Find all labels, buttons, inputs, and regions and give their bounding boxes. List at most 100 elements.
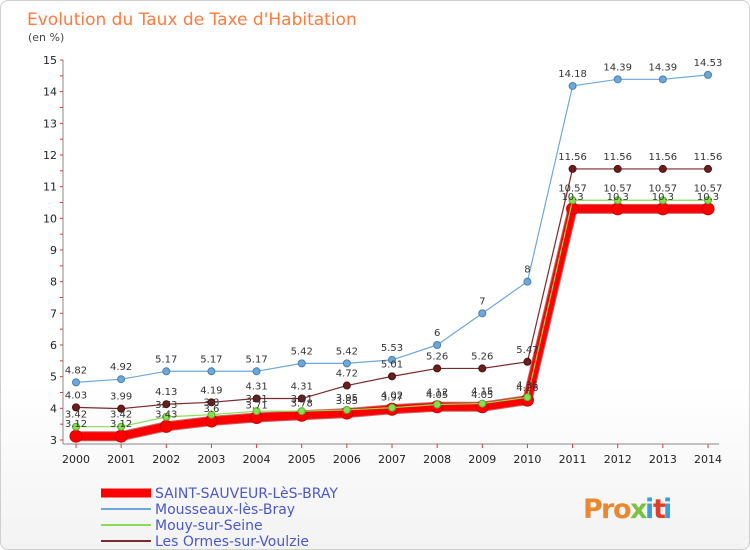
- data-point: [523, 357, 532, 366]
- data-label: 4.13: [155, 387, 177, 398]
- data-label: 3.42: [65, 410, 87, 421]
- data-point: [297, 394, 306, 403]
- data-label: 7: [479, 296, 485, 307]
- data-label: 3.97: [381, 392, 403, 403]
- series-1: [72, 70, 712, 387]
- data-label: 4.19: [200, 385, 222, 396]
- data-point: [207, 367, 216, 376]
- series-2: [72, 196, 712, 431]
- data-point: [613, 75, 622, 84]
- data-label: 10.57: [649, 183, 678, 194]
- data-label: 3.95: [336, 393, 358, 404]
- legend-item: Mouy-sur-Seine: [101, 518, 263, 534]
- data-point: [162, 400, 171, 409]
- data-point: [207, 398, 216, 407]
- data-label: 4.92: [110, 362, 132, 373]
- data-point: [297, 407, 306, 416]
- data-label: 11.56: [603, 152, 632, 163]
- y-tick-label: 9: [50, 244, 57, 257]
- series-line: [75, 74, 709, 383]
- data-label: 5.47: [516, 345, 538, 356]
- data-point: [114, 429, 128, 443]
- data-point: [704, 164, 712, 173]
- data-point: [611, 202, 625, 216]
- legend-item: Mousseaux-lès-Bray: [101, 502, 295, 518]
- y-tick-label: 4: [50, 402, 57, 415]
- data-point: [252, 367, 261, 376]
- legend-swatch: [101, 488, 151, 498]
- y-tick-label: 7: [50, 307, 57, 320]
- data-label: 4.03: [65, 390, 87, 401]
- data-point: [478, 399, 487, 408]
- logo-letter: t: [653, 494, 666, 525]
- data-label: 10.3: [652, 192, 674, 203]
- data-label: 4.05: [426, 390, 448, 401]
- y-tick-label: 15: [43, 54, 57, 67]
- data-label: 4.15: [471, 387, 493, 398]
- chart-title: Evolution du Taux de Taxe d'Habitation: [27, 10, 357, 30]
- data-point: [658, 75, 667, 84]
- legend-swatch: [101, 540, 151, 542]
- data-point: [342, 405, 351, 414]
- legend-swatch: [101, 508, 151, 510]
- data-point: [566, 202, 580, 216]
- data-point: [252, 407, 261, 416]
- data-point: [69, 429, 83, 443]
- data-label: 11.56: [649, 152, 678, 163]
- x-tick-label: 2004: [243, 453, 271, 466]
- data-label: 5.26: [471, 351, 493, 362]
- x-tick-label: 2006: [333, 453, 361, 466]
- data-label: 3.78: [291, 398, 313, 409]
- data-label: 10.3: [561, 192, 583, 203]
- axes: 3 4 5 6 7 8 9 10 11 12 13 14 15 2000 2001 2002 2003 2004 2…: [43, 54, 722, 466]
- data-label: 14.39: [649, 62, 678, 73]
- logo-letter: i: [645, 494, 654, 525]
- data-label: 14.53: [694, 58, 723, 69]
- x-tick-label: 2009: [468, 453, 496, 466]
- data-point: [433, 400, 442, 409]
- data-point: [342, 381, 351, 390]
- y-tick-label: 14: [43, 86, 57, 99]
- data-label: 5.53: [381, 343, 403, 354]
- data-label: 4.05: [471, 390, 493, 401]
- y-tick-label: 11: [43, 181, 57, 194]
- data-label: 5.17: [245, 354, 267, 365]
- data-label: 10.57: [558, 183, 587, 194]
- series-3: [72, 164, 712, 413]
- data-point: [72, 422, 80, 431]
- legend: SAINT-SAUVEUR-LèS-BRAYMousseaux-lès-Bray…: [101, 486, 338, 549]
- data-point: [658, 164, 667, 173]
- x-tick-label: 2001: [107, 453, 135, 466]
- data-label: 4.82: [65, 365, 87, 376]
- x-tick-label: 2011: [559, 453, 587, 466]
- logo-letter: P: [583, 494, 603, 525]
- data-point: [297, 359, 306, 368]
- x-tick-label: 2010: [513, 453, 541, 466]
- logo-letter: x: [630, 494, 647, 525]
- y-tick-label: 6: [50, 339, 57, 352]
- data-point: [523, 277, 532, 286]
- data-point: [342, 359, 351, 368]
- data-point: [252, 394, 261, 403]
- x-tick-label: 2000: [62, 453, 90, 466]
- y-tick-label: 12: [43, 149, 57, 162]
- legend-swatch: [101, 524, 151, 526]
- x-tick-label: 2008: [423, 453, 451, 466]
- series-layer: [69, 70, 715, 443]
- data-label: 10.57: [694, 183, 723, 194]
- data-point: [478, 364, 487, 373]
- data-label: 14.39: [603, 62, 632, 73]
- x-tick-label: 2014: [694, 453, 722, 466]
- data-point: [162, 412, 171, 421]
- data-point: [613, 196, 622, 205]
- y-tick-label: 3: [50, 434, 57, 447]
- logo-letter: o: [613, 494, 632, 525]
- data-label: 3.91: [245, 394, 267, 405]
- data-label: 3.12: [65, 419, 87, 430]
- legend-label: Mousseaux-lès-Bray: [155, 502, 295, 518]
- data-label: 11.56: [694, 152, 723, 163]
- data-point: [72, 403, 80, 412]
- data-label: 4.12: [426, 388, 448, 399]
- data-point: [388, 355, 396, 364]
